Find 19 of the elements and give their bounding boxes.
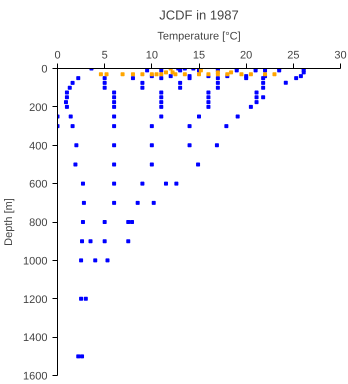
x-tick-label: 10	[146, 50, 158, 62]
x-tick-label: 30	[334, 50, 347, 62]
y-tick-label: 1400	[23, 332, 48, 344]
x-tick-label: 15	[192, 50, 206, 62]
chart-title: JCDF in 1987	[159, 8, 239, 22]
y-tick-label: 600	[29, 178, 48, 191]
y-tick-label: 1600	[23, 370, 48, 382]
x-tick-label: 5	[102, 50, 108, 62]
y-tick-label: 0	[41, 64, 48, 76]
x-axis-title: Temperature [°C]	[157, 30, 241, 42]
y-tick-label: 1200	[23, 294, 48, 306]
y-tick-label: 400	[29, 140, 48, 152]
x-tick-label: 25	[287, 50, 300, 62]
y-tick-label: 1000	[23, 255, 48, 268]
y-tick-label: 800	[29, 217, 48, 229]
y-axis-title: Depth [m]	[3, 198, 16, 246]
x-tick-label: 20	[240, 50, 252, 62]
y-tick-label: 200	[29, 102, 48, 114]
x-tick-label: 0	[54, 50, 61, 62]
